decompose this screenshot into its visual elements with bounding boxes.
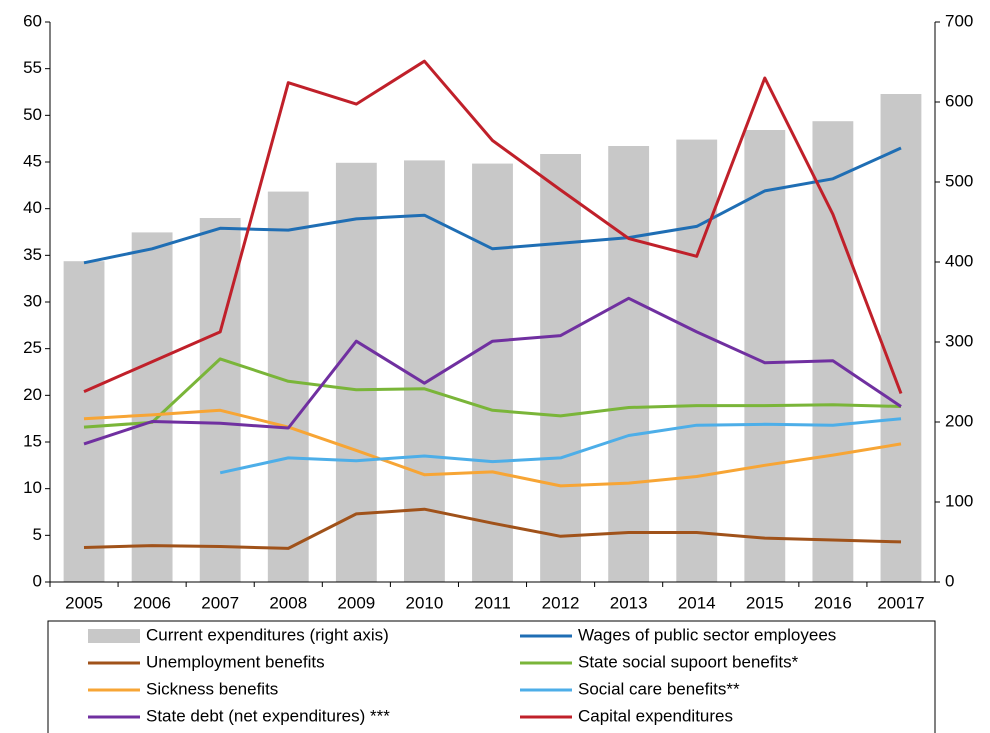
bar xyxy=(63,261,105,582)
y-tick-label: 55 xyxy=(23,58,42,77)
line-series xyxy=(83,146,902,265)
x-tick-label: 2012 xyxy=(542,593,580,612)
legend-label: Current expenditures (right axis) xyxy=(146,625,389,644)
bar xyxy=(540,154,581,582)
y2-tick-label: 700 xyxy=(945,11,973,30)
x-tick-label: 2013 xyxy=(610,593,648,612)
line-series xyxy=(83,357,902,429)
y2-tick-label: 0 xyxy=(945,571,954,590)
x-tick-label: 2016 xyxy=(814,593,852,612)
legend-label: Social care benefits** xyxy=(578,679,740,698)
y-tick-label: 50 xyxy=(23,105,42,124)
line-series xyxy=(83,408,902,488)
bar xyxy=(880,94,922,582)
x-tick-label: 2011 xyxy=(474,593,511,612)
y-tick-label: 45 xyxy=(23,151,42,170)
y-tick-label: 30 xyxy=(23,291,42,310)
y-tick-label: 60 xyxy=(23,11,42,30)
y2-tick-label: 300 xyxy=(945,331,973,350)
x-tick-label: 2008 xyxy=(269,593,307,612)
line-series xyxy=(83,59,903,395)
y-tick-label: 35 xyxy=(23,245,42,264)
y-tick-label: 15 xyxy=(23,431,42,450)
bar xyxy=(335,162,377,583)
x-tick-label: 2014 xyxy=(678,593,716,612)
y-tick-label: 25 xyxy=(23,338,42,357)
bar xyxy=(199,218,241,582)
y-tick-label: 20 xyxy=(23,385,42,404)
legend-label: Unemployment benefits xyxy=(146,652,325,671)
x-tick-label: 2006 xyxy=(133,593,171,612)
bar xyxy=(812,121,854,582)
y2-tick-label: 400 xyxy=(945,251,973,270)
x-tick-label: 2005 xyxy=(65,593,103,612)
bar xyxy=(267,191,309,582)
legend-label: Sickness benefits xyxy=(146,679,278,698)
y2-tick-label: 600 xyxy=(945,91,973,110)
legend-label: Wages of public sector employees xyxy=(578,625,836,644)
legend-label: State social supoort benefits* xyxy=(578,652,799,671)
x-tick-label: 2015 xyxy=(746,593,784,612)
line-series xyxy=(83,507,902,550)
y2-tick-label: 500 xyxy=(945,171,973,190)
x-tick-label: 2007 xyxy=(201,593,239,612)
x-tick-label: 2010 xyxy=(406,593,444,612)
legend-box xyxy=(47,620,936,733)
x-tick-label: 20017 xyxy=(877,593,924,612)
y-tick-label: 10 xyxy=(23,478,42,497)
bar xyxy=(472,163,513,582)
y2-tick-label: 200 xyxy=(945,411,973,430)
legend-swatch xyxy=(88,629,140,643)
y-tick-label: 0 xyxy=(33,571,42,590)
bar xyxy=(676,139,718,582)
legend-label: State debt (net expenditures) *** xyxy=(146,706,390,725)
y-tick-label: 40 xyxy=(23,198,42,217)
y2-tick-label: 100 xyxy=(945,491,973,510)
x-tick-label: 2009 xyxy=(337,593,375,612)
bar xyxy=(608,146,650,582)
legend-label: Capital expenditures xyxy=(578,706,733,725)
line-series xyxy=(83,296,902,446)
bar xyxy=(131,232,173,582)
line-series xyxy=(219,417,902,475)
y-tick-label: 5 xyxy=(33,525,42,544)
